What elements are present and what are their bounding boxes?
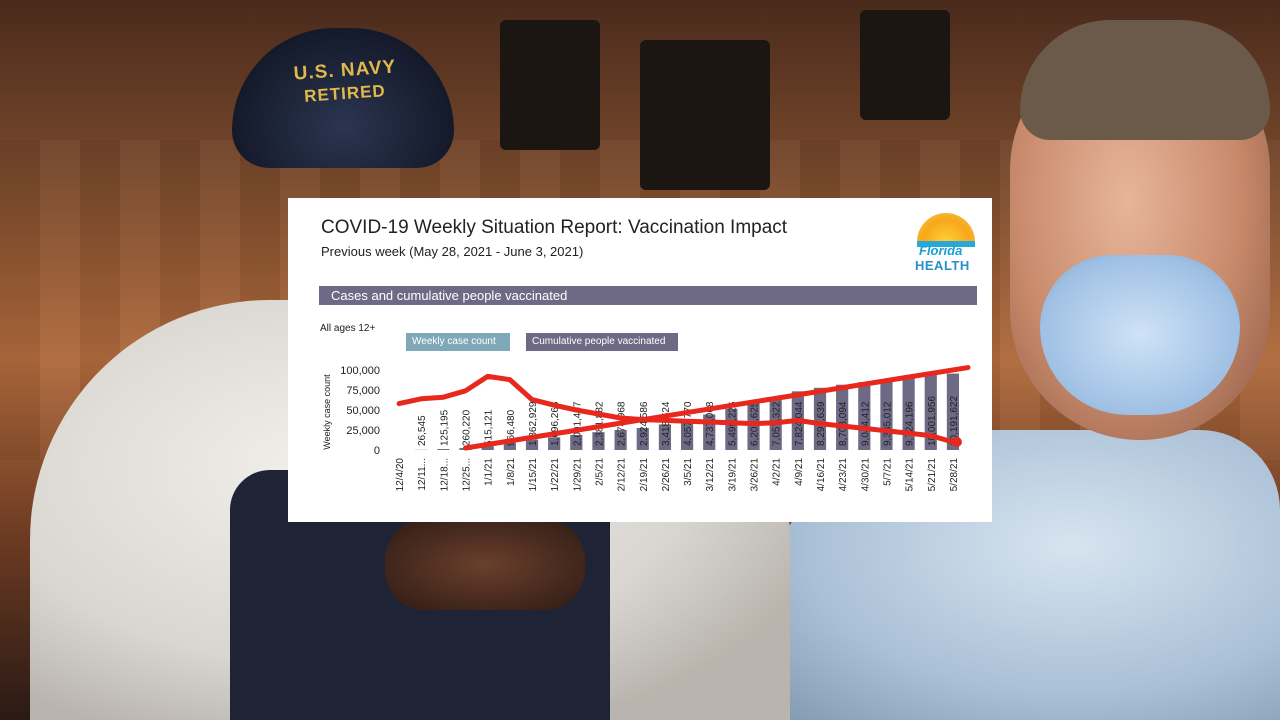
bar-cumulative-vaccinated <box>525 439 539 450</box>
chair <box>640 40 770 190</box>
y-tick-label: 50,000 <box>346 405 380 417</box>
bar-cumulative-vaccinated <box>725 408 738 450</box>
bar-data-label: 966,480 <box>506 409 517 446</box>
bar-cumulative-vaccinated <box>548 437 561 450</box>
x-tick-label: 12/4/20 <box>395 458 406 492</box>
sea-stripe <box>917 241 975 247</box>
y-tick-label: 0 <box>374 445 380 457</box>
x-tick-label: 1/1/21 <box>484 458 495 486</box>
bar-cumulative-vaccinated <box>747 403 760 450</box>
bar-cumulative-vaccinated <box>680 419 694 450</box>
report-subtitle: Previous week (May 28, 2021 - June 3, 20… <box>321 244 584 259</box>
bar-cumulative-vaccinated <box>614 429 627 450</box>
bar-data-label: 9,335,012 <box>882 401 893 446</box>
x-tick-label: 1/22/21 <box>550 458 561 492</box>
legend-weekly-case-count: Weekly case count <box>406 333 510 351</box>
y-tick-label: 100,000 <box>340 365 380 377</box>
x-tick-label: 3/19/21 <box>727 458 738 492</box>
x-tick-label: 5/28/21 <box>949 458 960 492</box>
chair <box>860 10 950 120</box>
bar-data-label: 260,220 <box>462 409 473 446</box>
bar-data-label: 8,703,094 <box>838 401 849 446</box>
legend-cumulative-vaccinated: Cumulative people vaccinated <box>526 333 678 351</box>
bar-cumulative-vaccinated <box>481 446 494 450</box>
bar-cumulative-vaccinated <box>437 449 450 450</box>
bar-cumulative-vaccinated <box>946 373 960 450</box>
bar-data-label: 515,121 <box>484 409 495 446</box>
bar-data-label: 2,381,882 <box>594 401 605 446</box>
bar-data-label: 9,044,412 <box>860 401 871 446</box>
y-tick-label: 25,000 <box>346 425 380 437</box>
chair <box>500 20 600 150</box>
medic-face-mask <box>1040 255 1240 415</box>
line-weekly-case-count <box>396 373 956 445</box>
vaccination-chart: Weekly case count 0 25,000 50,000 75,000 100,… <box>322 365 971 492</box>
vaccination-report-panel: COVID-19 Weekly Situation Report: Vaccin… <box>288 198 992 522</box>
bar-cumulative-vaccinated <box>503 442 516 450</box>
bar-cumulative-vaccinated <box>636 428 649 450</box>
bar-data-label: 7,824,044 <box>794 401 805 446</box>
trend-line-vaccinated <box>463 365 971 451</box>
x-tick-label: 12/25... <box>462 458 473 491</box>
x-tick-label: 2/26/21 <box>661 458 672 492</box>
x-tick-label: 12/11... <box>417 458 428 491</box>
x-tick-label: 4/9/21 <box>794 458 805 486</box>
x-tick-label: 4/30/21 <box>860 458 871 492</box>
bar-cumulative-vaccinated <box>836 384 849 450</box>
bar-data-label: 125,195 <box>439 409 450 446</box>
x-tick-label: 1/8/21 <box>506 458 517 486</box>
x-tick-label: 2/12/21 <box>617 458 628 492</box>
x-tick-label: 4/23/21 <box>838 458 849 492</box>
bar-data-label: 1,696,263 <box>550 401 561 446</box>
x-tick-label: 4/16/21 <box>816 458 827 492</box>
x-tick-label: 12/18... <box>439 458 450 491</box>
x-tick-label: 1/15/21 <box>528 458 539 492</box>
bar-data-label: 10,001,956 <box>927 396 938 446</box>
bar-data-label: 3,418,524 <box>661 401 672 446</box>
bar-cumulative-vaccinated <box>592 432 605 450</box>
bar-cumulative-vaccinated <box>570 434 583 450</box>
x-tick-label: 3/12/21 <box>705 458 716 492</box>
bar-cumulative-vaccinated <box>658 424 672 450</box>
logo-text-health: HEALTH <box>915 258 970 273</box>
x-tick-label: 3/5/21 <box>683 458 694 486</box>
x-tick-label: 2/19/21 <box>639 458 650 492</box>
florida-health-logo: Florida HEALTH <box>915 213 977 275</box>
y-tick-label: 75,000 <box>346 385 380 397</box>
bar-data-label: 2,001,457 <box>572 401 583 446</box>
bar-data-label: 26,545 <box>417 415 428 446</box>
x-tick-label: 3/26/21 <box>750 458 761 492</box>
medic-hair <box>1020 20 1270 140</box>
x-tick-label: 5/7/21 <box>882 458 893 486</box>
x-tick-label: 5/21/21 <box>927 458 938 492</box>
navy-cap <box>232 28 454 168</box>
bar-data-label: 1,362,929 <box>528 401 539 446</box>
x-tick-label: 4/2/21 <box>772 458 783 486</box>
bar-cumulative-vaccinated <box>813 387 827 450</box>
age-note: All ages 12+ <box>320 323 376 334</box>
bar-data-label: 2,924,586 <box>639 401 650 446</box>
bar-data-label: 10,191,622 <box>949 396 960 446</box>
bar-data-label: 9,724,196 <box>905 401 916 446</box>
x-tick-label: 1/29/21 <box>572 458 583 492</box>
line-end-marker <box>951 437 962 447</box>
bar-cumulative-vaccinated <box>924 374 937 450</box>
veteran-hand <box>385 520 585 610</box>
section-header: Cases and cumulative people vaccinated <box>319 286 977 305</box>
x-tick-label: 5/14/21 <box>905 458 916 492</box>
y-axis-label: Weekly case count <box>322 374 332 450</box>
report-title: COVID-19 Weekly Situation Report: Vaccin… <box>321 217 788 238</box>
logo-text-florida: Florida <box>919 243 963 258</box>
bar-cumulative-vaccinated <box>858 382 871 450</box>
x-tick-label: 2/5/21 <box>594 458 605 486</box>
